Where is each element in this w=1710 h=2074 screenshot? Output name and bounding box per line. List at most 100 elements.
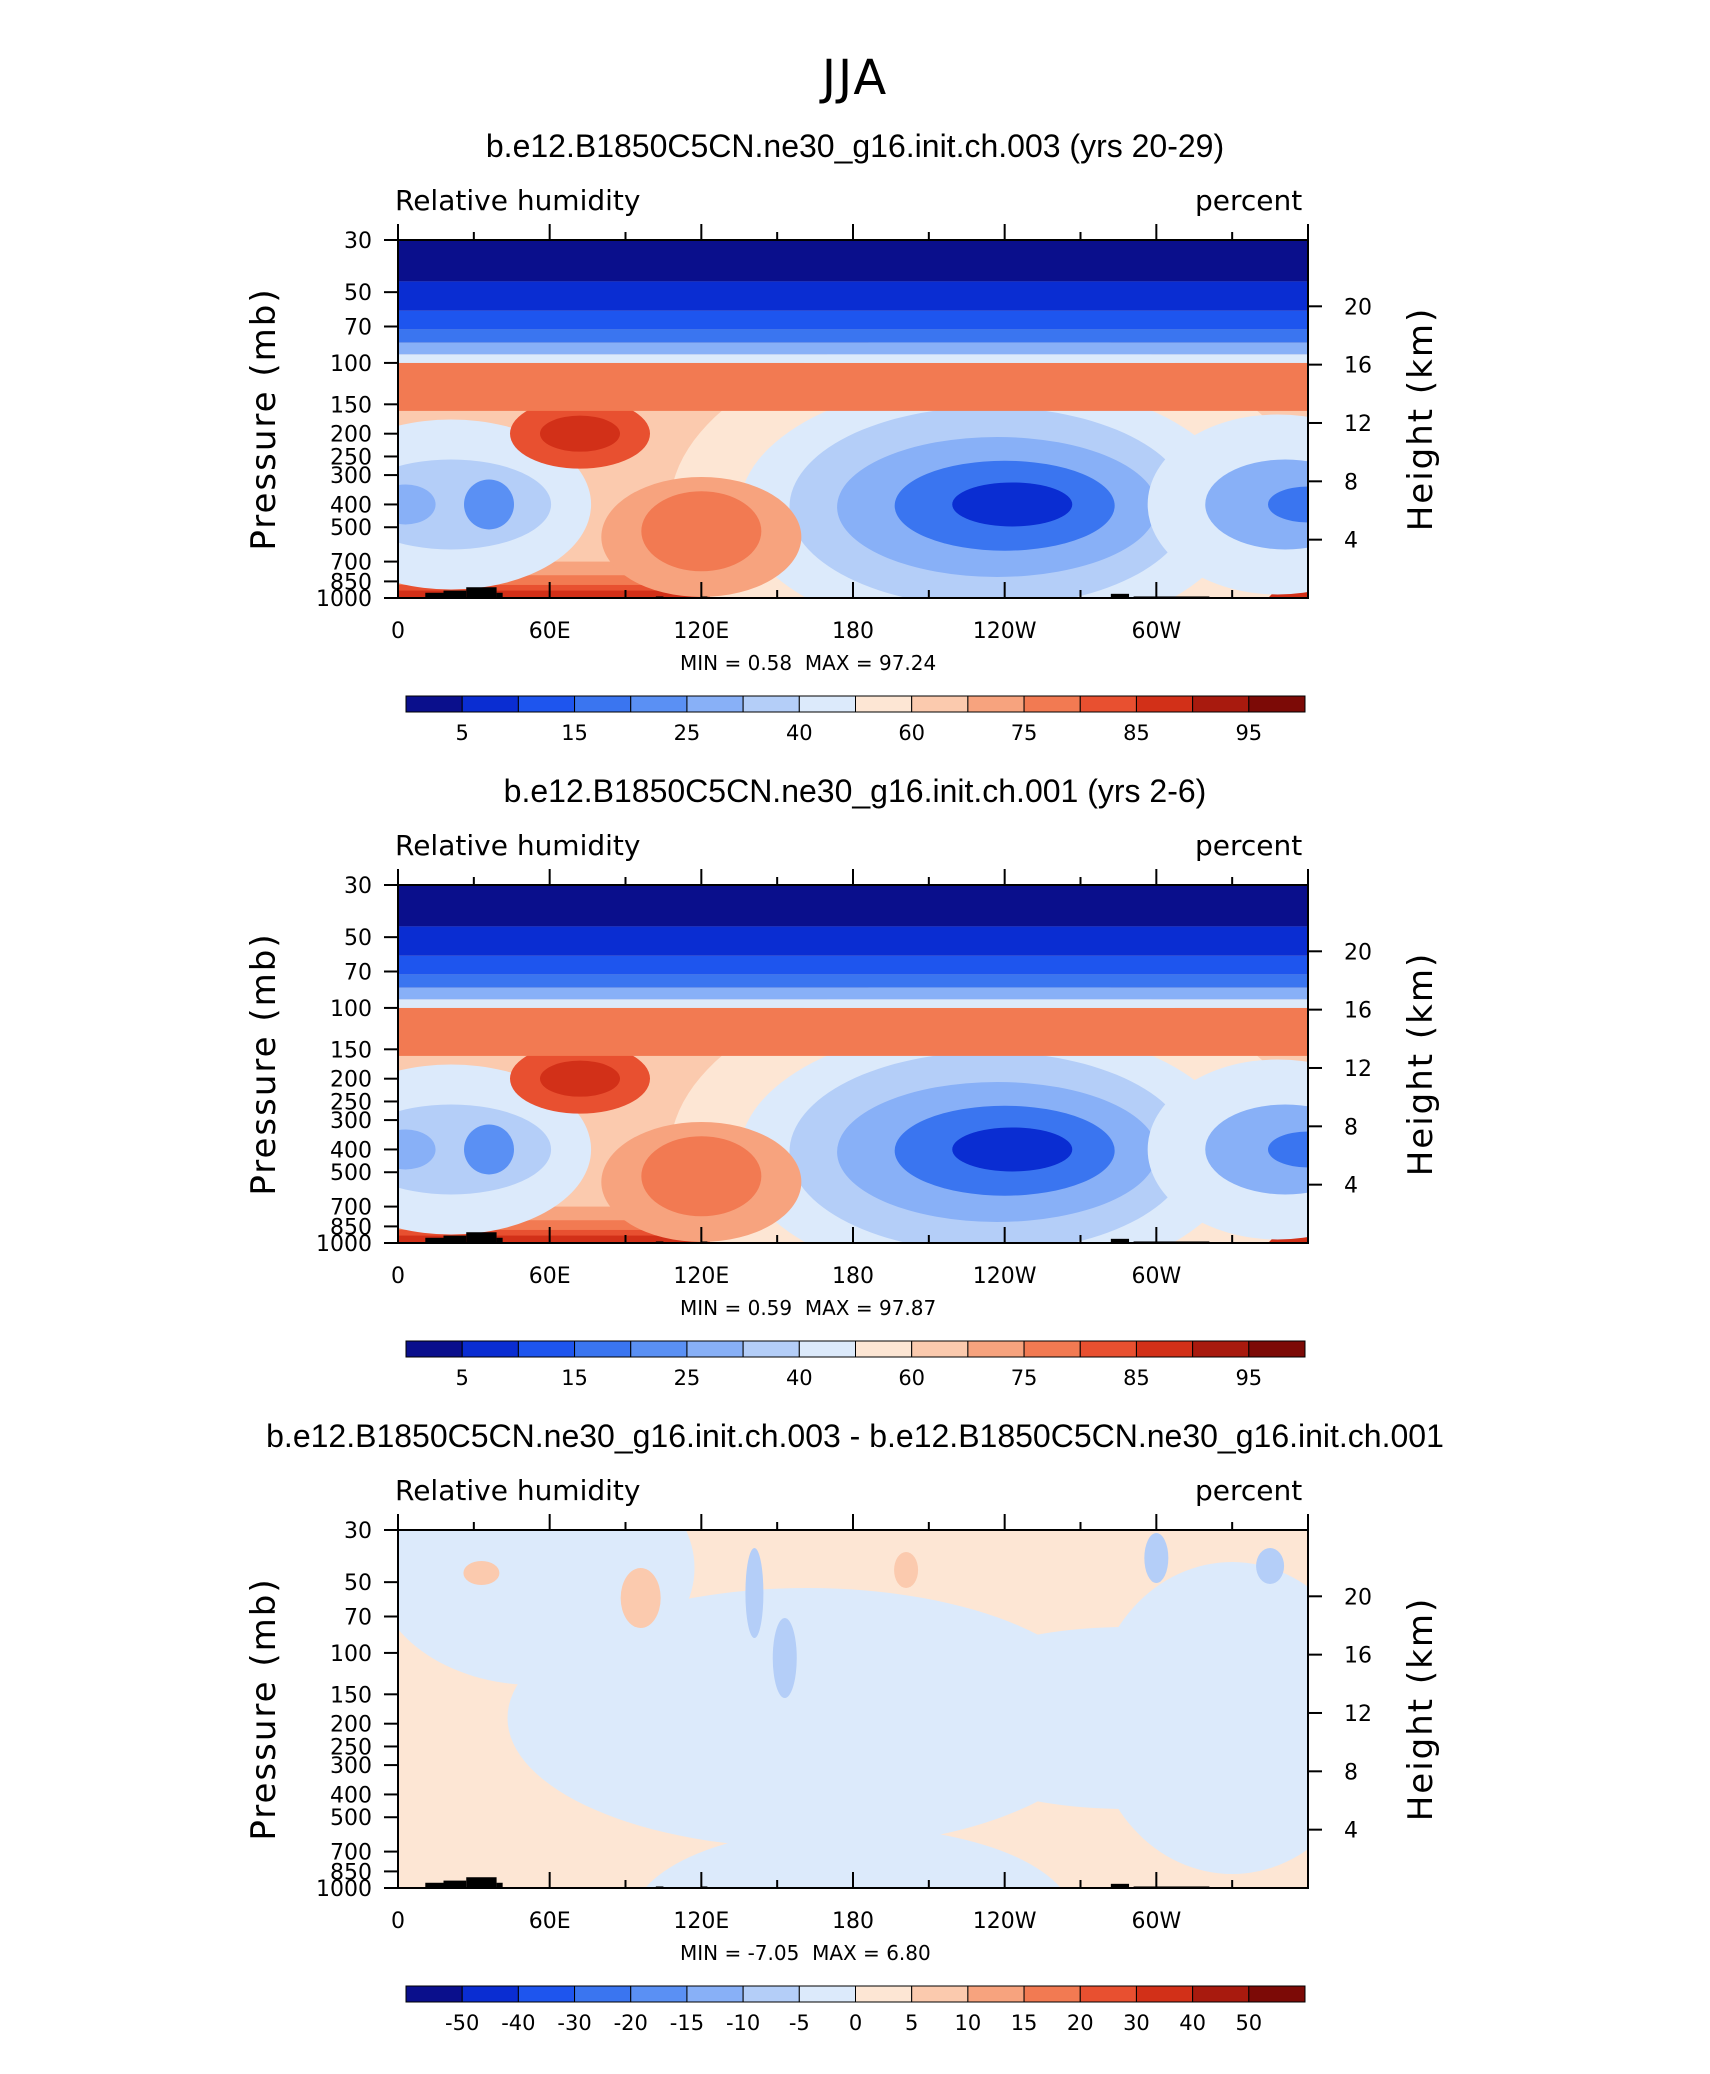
topography bbox=[466, 587, 497, 598]
colorbar-label: 95 bbox=[1235, 1366, 1262, 1390]
topography bbox=[425, 1882, 444, 1888]
stratosphere-band bbox=[398, 342, 1308, 355]
y-tick-label: 50 bbox=[344, 1571, 372, 1596]
y-right-tick-label: 8 bbox=[1344, 470, 1358, 495]
topography bbox=[466, 1877, 497, 1888]
x-tick-label: 60W bbox=[1131, 1909, 1181, 1934]
min-label: MIN = bbox=[680, 1941, 742, 1965]
colorbar-swatch bbox=[1079, 695, 1137, 713]
y-tick-label: 700 bbox=[330, 1841, 372, 1866]
min-label: MIN = bbox=[680, 651, 742, 675]
x-tick-label: 180 bbox=[832, 1264, 874, 1289]
colorbar-swatch bbox=[1135, 695, 1194, 713]
y-tick-label: 850 bbox=[330, 1215, 372, 1240]
topography bbox=[466, 1232, 497, 1243]
max-value: 97.87 bbox=[878, 1296, 937, 1320]
colorbar-swatch bbox=[911, 1985, 969, 2003]
y-tick-label: 1000 bbox=[316, 1877, 372, 1902]
topography bbox=[496, 1237, 503, 1243]
colorbar-label: 25 bbox=[674, 721, 701, 745]
moist-mid-120e-2 bbox=[641, 491, 762, 572]
y-right-axis-title: Height (km) bbox=[1401, 952, 1441, 1177]
panel-middle: b.e12.B1850C5CN.ne30_g16.init.ch.001 (yr… bbox=[0, 773, 1710, 1390]
y-tick-label: 300 bbox=[330, 1109, 372, 1134]
colorbar-swatch bbox=[405, 695, 463, 713]
colorbar-swatch bbox=[742, 1985, 800, 2003]
y-right-tick-label: 4 bbox=[1344, 1819, 1358, 1844]
y-tick-label: 250 bbox=[330, 1735, 372, 1760]
colorbar-label: 40 bbox=[786, 721, 813, 745]
topography bbox=[1110, 593, 1130, 598]
negative-core bbox=[772, 1618, 797, 1698]
tropopause-moist-band bbox=[398, 1007, 1308, 1056]
moist-upper-60e-2 bbox=[540, 1060, 620, 1097]
y-tick-label: 500 bbox=[330, 1161, 372, 1186]
colorbar-swatch bbox=[461, 695, 519, 713]
x-tick-label: 60W bbox=[1131, 619, 1181, 644]
dry-region-west-2 bbox=[398, 459, 552, 550]
dry-region-atlantic-2 bbox=[1205, 459, 1308, 550]
dry-core-pacific-2 bbox=[952, 1127, 1073, 1172]
max-label: MAX = bbox=[812, 1941, 880, 1965]
colorbar-swatch bbox=[1248, 1985, 1306, 2003]
colorbar-label: 85 bbox=[1123, 1366, 1150, 1390]
min-max-readout: MIN = 0.59 MAX = 97.87 bbox=[680, 1296, 936, 1320]
topography bbox=[425, 1237, 444, 1243]
colorbar-swatch bbox=[1248, 1340, 1306, 1358]
y-right-tick-label: 20 bbox=[1344, 295, 1372, 320]
y-tick-label: 30 bbox=[344, 874, 372, 899]
dry-region-west-2 bbox=[398, 1104, 552, 1195]
y-tick-label: 300 bbox=[330, 464, 372, 489]
colorbar-swatch bbox=[461, 1985, 519, 2003]
tropopause-moist-band bbox=[398, 362, 1308, 411]
colorbar-label: 15 bbox=[1011, 2011, 1038, 2035]
y-tick-label: 250 bbox=[330, 445, 372, 470]
colorbar-label: 60 bbox=[898, 721, 925, 745]
y-tick-label: 50 bbox=[344, 281, 372, 306]
colorbar-swatch bbox=[798, 1985, 856, 2003]
dry-core-atlantic bbox=[1268, 486, 1308, 523]
colorbar-label: 5 bbox=[456, 1366, 469, 1390]
y-tick-label: 70 bbox=[344, 1606, 372, 1631]
y-right-tick-label: 16 bbox=[1344, 999, 1372, 1024]
colorbar-swatch bbox=[686, 695, 744, 713]
stratosphere-band bbox=[398, 974, 1308, 988]
topography bbox=[496, 1882, 503, 1888]
colorbar-swatch bbox=[855, 1340, 913, 1358]
dry-core-west-2 bbox=[398, 1129, 436, 1170]
y-right-tick-label: 12 bbox=[1344, 1057, 1372, 1082]
y-tick-label: 700 bbox=[330, 551, 372, 576]
x-tick-label: 120W bbox=[973, 619, 1037, 644]
y-right-tick-label: 12 bbox=[1344, 412, 1372, 437]
colorbar-swatch bbox=[855, 695, 913, 713]
colorbar-label: 20 bbox=[1067, 2011, 1094, 2035]
colorbar-swatch bbox=[967, 1340, 1025, 1358]
y-axis-title: Pressure (mb) bbox=[244, 932, 284, 1195]
y-tick-label: 30 bbox=[344, 229, 372, 254]
x-tick-label: 120E bbox=[673, 619, 729, 644]
negative-core bbox=[1144, 1533, 1169, 1583]
variable-label: Relative humidity bbox=[395, 184, 641, 217]
y-tick-label: 150 bbox=[330, 1038, 372, 1063]
stratosphere-band bbox=[398, 310, 1308, 330]
colorbar-swatch bbox=[630, 695, 688, 713]
stratosphere-band bbox=[398, 240, 1308, 282]
y-tick-label: 700 bbox=[330, 1196, 372, 1221]
y-right-axis-title: Height (km) bbox=[1401, 307, 1441, 532]
units-label: percent bbox=[1195, 1474, 1303, 1507]
x-tick-label: 60W bbox=[1131, 1264, 1181, 1289]
panel-difference: b.e12.B1850C5CN.ne30_g16.init.ch.003 - b… bbox=[0, 1418, 1710, 2035]
colorbar-swatch bbox=[1023, 1340, 1081, 1358]
positive-core bbox=[620, 1568, 661, 1628]
x-tick-label: 0 bbox=[391, 1264, 405, 1289]
stratosphere-band bbox=[398, 999, 1308, 1008]
colorbar-swatch bbox=[517, 695, 576, 713]
panel-top: b.e12.B1850C5CN.ne30_g16.init.ch.003 (yr… bbox=[0, 128, 1710, 745]
y-tick-label: 70 bbox=[344, 316, 372, 341]
y-tick-label: 400 bbox=[330, 1138, 372, 1163]
positive-core bbox=[894, 1552, 919, 1588]
stratosphere-band bbox=[398, 955, 1308, 975]
colorbar-swatch bbox=[742, 695, 800, 713]
